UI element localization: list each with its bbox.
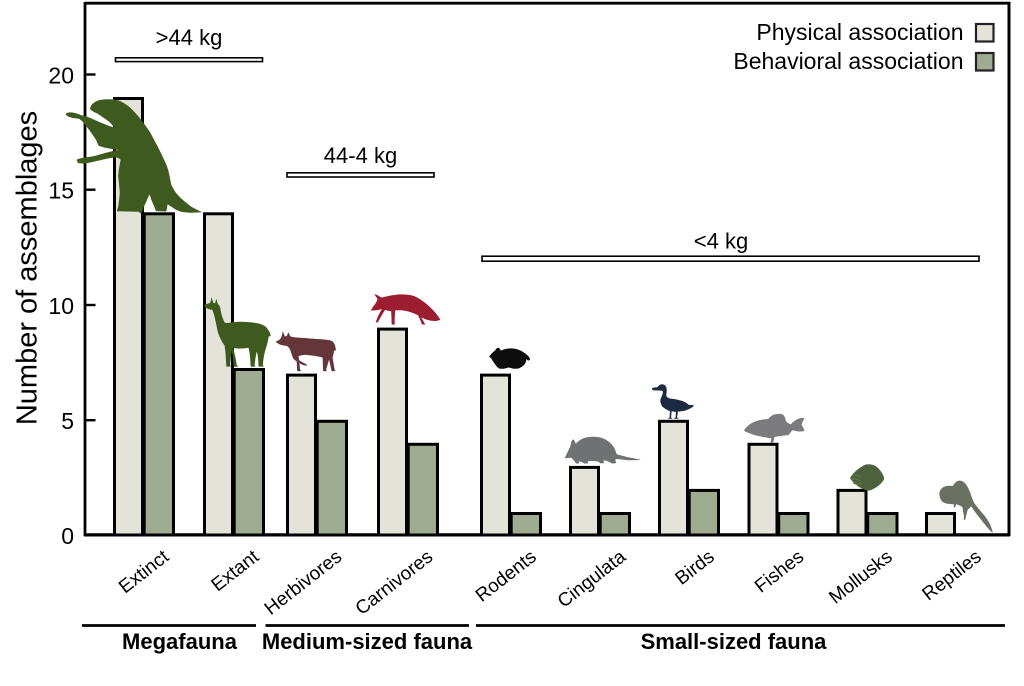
svg-text:>44 kg: >44 kg: [156, 25, 223, 50]
svg-text:0: 0: [61, 523, 74, 549]
svg-text:<4 kg: <4 kg: [694, 229, 748, 254]
svg-text:20: 20: [48, 63, 74, 89]
svg-text:Number of assemblages: Number of assemblages: [12, 111, 44, 425]
svg-text:44-4 kg: 44-4 kg: [324, 143, 397, 168]
svg-text:5: 5: [61, 408, 74, 434]
svg-text:Small-sized fauna: Small-sized fauna: [641, 629, 828, 654]
svg-text:Behavioral association: Behavioral association: [733, 48, 963, 74]
svg-text:Medium-sized fauna: Medium-sized fauna: [262, 629, 473, 654]
svg-text:10: 10: [48, 293, 74, 319]
svg-text:15: 15: [48, 178, 74, 204]
svg-text:Megafauna: Megafauna: [122, 629, 238, 654]
svg-text:Physical association: Physical association: [756, 19, 963, 45]
